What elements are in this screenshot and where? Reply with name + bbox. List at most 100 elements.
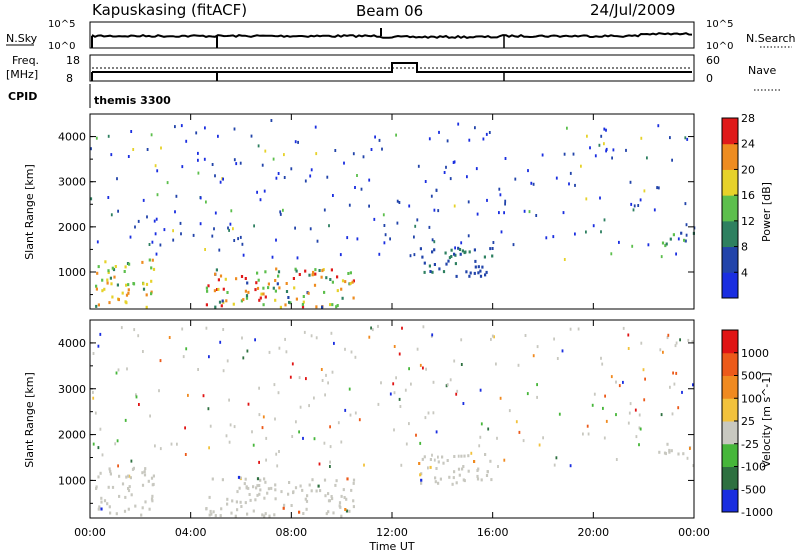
echo-cell (677, 237, 680, 241)
echo-cell (143, 470, 146, 474)
echo-cell (267, 286, 270, 290)
echo-cell (211, 477, 214, 481)
echo-cell (110, 213, 113, 217)
echo-cell (108, 467, 111, 471)
echo-cell (473, 271, 476, 275)
echo-cell (684, 136, 687, 140)
echo-cell (92, 352, 95, 355)
echo-cell (277, 274, 280, 278)
echo-cell (117, 209, 119, 213)
echo-cell (356, 174, 358, 177)
echo-cell (323, 290, 326, 294)
echo-cell (345, 497, 348, 501)
echo-cell (485, 474, 489, 477)
echo-cell (298, 273, 301, 276)
echo-cell (228, 228, 230, 232)
echo-cell (628, 411, 631, 415)
echo-cell (352, 152, 355, 156)
echo-cell (635, 435, 638, 439)
echo-cell (474, 126, 476, 130)
echo-cell (127, 489, 131, 493)
echo-cell (214, 211, 217, 215)
echo-cell (363, 463, 365, 467)
echo-cell (239, 500, 242, 504)
echo-cell (228, 440, 231, 444)
echo-cell (217, 287, 220, 291)
echo-cell (301, 488, 304, 492)
echo-cell (250, 134, 253, 138)
echo-cell (346, 477, 349, 481)
echo-cell (316, 239, 319, 243)
echo-cell (148, 243, 151, 246)
echo-cell (106, 278, 109, 282)
echo-cell (483, 255, 486, 259)
echo-cell (455, 481, 458, 485)
echo-cell (150, 279, 153, 283)
echo-cell (142, 287, 146, 291)
echo-cell (258, 413, 261, 417)
power-panel-bg (90, 114, 694, 309)
echo-cell (433, 458, 436, 462)
echo-cell (545, 236, 548, 240)
echo-cell (258, 484, 261, 487)
echo-cell (218, 300, 222, 304)
echo-cell (504, 199, 507, 203)
echo-cell (585, 230, 587, 234)
echo-cell (95, 485, 98, 489)
echo-cell (398, 397, 401, 401)
echo-cell (321, 305, 324, 309)
echo-cell (260, 292, 263, 296)
echo-cell (172, 238, 175, 242)
echo-cell (158, 389, 160, 393)
echo-cell (151, 483, 154, 487)
echo-cell (527, 169, 529, 173)
echo-cell (431, 453, 433, 457)
echo-cell (144, 467, 147, 471)
nsky-trace (91, 32, 693, 39)
freq-tick-top: 18 (66, 54, 80, 67)
colorbar-tick-label: 16 (741, 189, 755, 202)
colorbar-segment (722, 330, 738, 354)
echo-cell (339, 253, 342, 257)
echo-cell (451, 482, 454, 486)
y-tick-label: 2000 (58, 429, 86, 442)
nave-tick-top: 60 (706, 54, 720, 67)
echo-cell (275, 176, 278, 180)
echo-cell (429, 270, 432, 273)
echo-cell (282, 506, 285, 510)
echo-cell (598, 143, 601, 147)
echo-cell (569, 171, 572, 175)
echo-cell (285, 350, 288, 354)
echo-cell (256, 484, 259, 488)
echo-cell (314, 268, 317, 272)
echo-cell (296, 256, 299, 260)
echo-cell (498, 187, 501, 191)
echo-cell (114, 265, 117, 268)
echo-cell (324, 494, 327, 498)
echo-cell (603, 436, 606, 440)
echo-cell (131, 467, 135, 471)
echo-cell (245, 486, 248, 490)
echo-cell (504, 202, 506, 206)
echo-cell (666, 442, 669, 446)
echo-cell (437, 460, 440, 464)
echo-cell (428, 137, 431, 141)
echo-cell (290, 167, 293, 171)
echo-cell (205, 507, 208, 510)
echo-cell (408, 422, 410, 426)
echo-cell (326, 175, 329, 179)
echo-cell (683, 238, 686, 242)
echo-cell (681, 390, 683, 394)
echo-cell (605, 419, 608, 423)
echo-cell (587, 432, 590, 436)
echo-cell (233, 425, 236, 429)
y-tick-label: 2000 (58, 221, 86, 234)
echo-cell (309, 227, 312, 231)
echo-cell (644, 377, 646, 381)
nave-label: Nave (748, 64, 776, 77)
echo-cell (340, 494, 343, 498)
echo-cell (354, 355, 357, 359)
echo-cell (435, 188, 438, 192)
echo-cell (241, 336, 243, 340)
echo-cell (335, 305, 338, 309)
